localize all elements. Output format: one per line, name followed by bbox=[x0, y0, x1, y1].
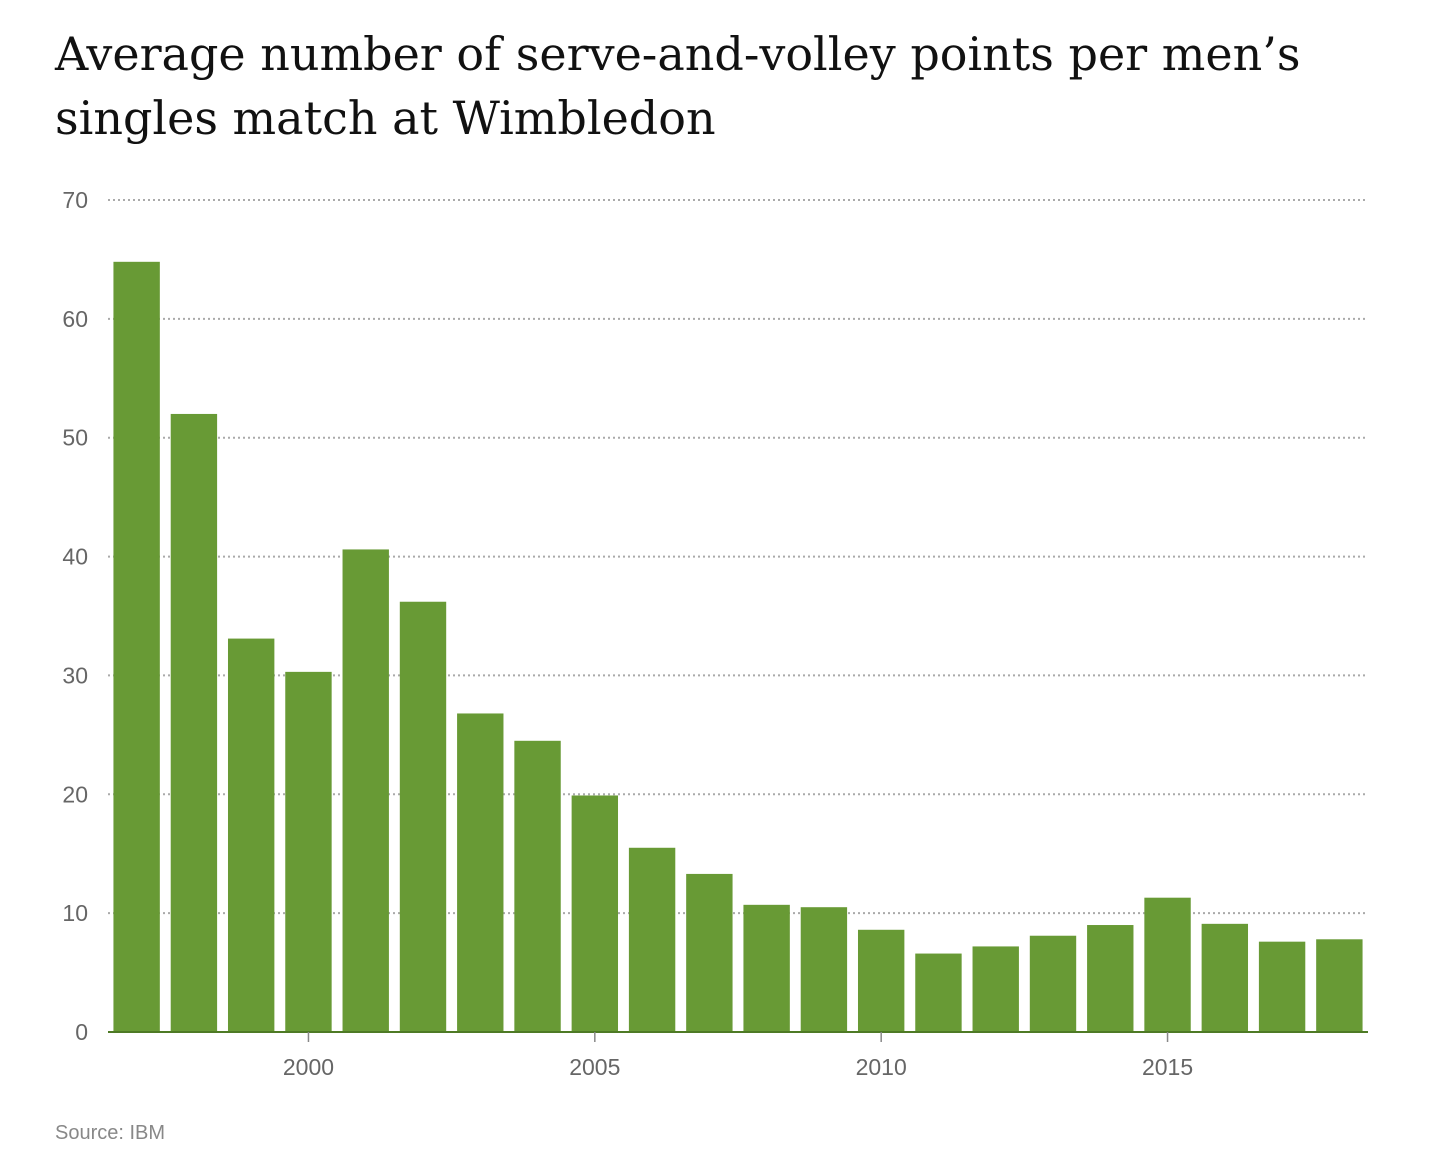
bar-1997 bbox=[113, 261, 160, 1032]
bars bbox=[113, 261, 1363, 1032]
bar-2001 bbox=[342, 549, 389, 1032]
bar-2000 bbox=[285, 671, 332, 1032]
bar-2003 bbox=[457, 713, 504, 1032]
y-axis-tick-labels: 0 10 20 30 40 50 60 70 bbox=[62, 187, 88, 1045]
bar-2017 bbox=[1258, 941, 1306, 1032]
bar-2012 bbox=[972, 946, 1019, 1032]
bar-2007 bbox=[686, 873, 733, 1032]
source-note: Source: IBM bbox=[55, 1122, 166, 1144]
bar-1998 bbox=[170, 413, 218, 1032]
y-tick-label: 10 bbox=[62, 900, 88, 926]
x-tick-label: 2005 bbox=[569, 1054, 620, 1080]
y-tick-label: 40 bbox=[62, 544, 88, 570]
bar-1999 bbox=[227, 638, 275, 1032]
bar-2014 bbox=[1087, 925, 1134, 1032]
y-tick-label: 60 bbox=[62, 306, 88, 332]
y-tick-label: 30 bbox=[62, 662, 88, 688]
bar-2018 bbox=[1316, 939, 1363, 1032]
x-tick-label: 2010 bbox=[856, 1054, 907, 1080]
bar-2016 bbox=[1201, 923, 1249, 1032]
bar-2002 bbox=[399, 601, 447, 1032]
x-axis: 2000 2005 2010 2015 bbox=[108, 1031, 1368, 1080]
bar-2010 bbox=[857, 929, 905, 1032]
bar-2015 bbox=[1144, 897, 1191, 1032]
bar-2006 bbox=[628, 847, 676, 1032]
x-tick-label: 2000 bbox=[283, 1054, 334, 1080]
bar-2013 bbox=[1029, 935, 1077, 1032]
bar-2008 bbox=[743, 904, 790, 1032]
chart-title: Average number of serve-and-volley point… bbox=[55, 27, 1301, 145]
y-tick-label: 0 bbox=[75, 1019, 88, 1045]
bar-2005 bbox=[571, 795, 619, 1032]
x-tick-label: 2015 bbox=[1142, 1054, 1193, 1080]
bar-2009 bbox=[800, 907, 848, 1032]
y-tick-label: 50 bbox=[62, 425, 88, 451]
bar-2004 bbox=[514, 740, 561, 1032]
y-tick-label: 70 bbox=[62, 187, 88, 213]
y-tick-label: 20 bbox=[62, 781, 88, 807]
bar-2011 bbox=[915, 953, 962, 1032]
